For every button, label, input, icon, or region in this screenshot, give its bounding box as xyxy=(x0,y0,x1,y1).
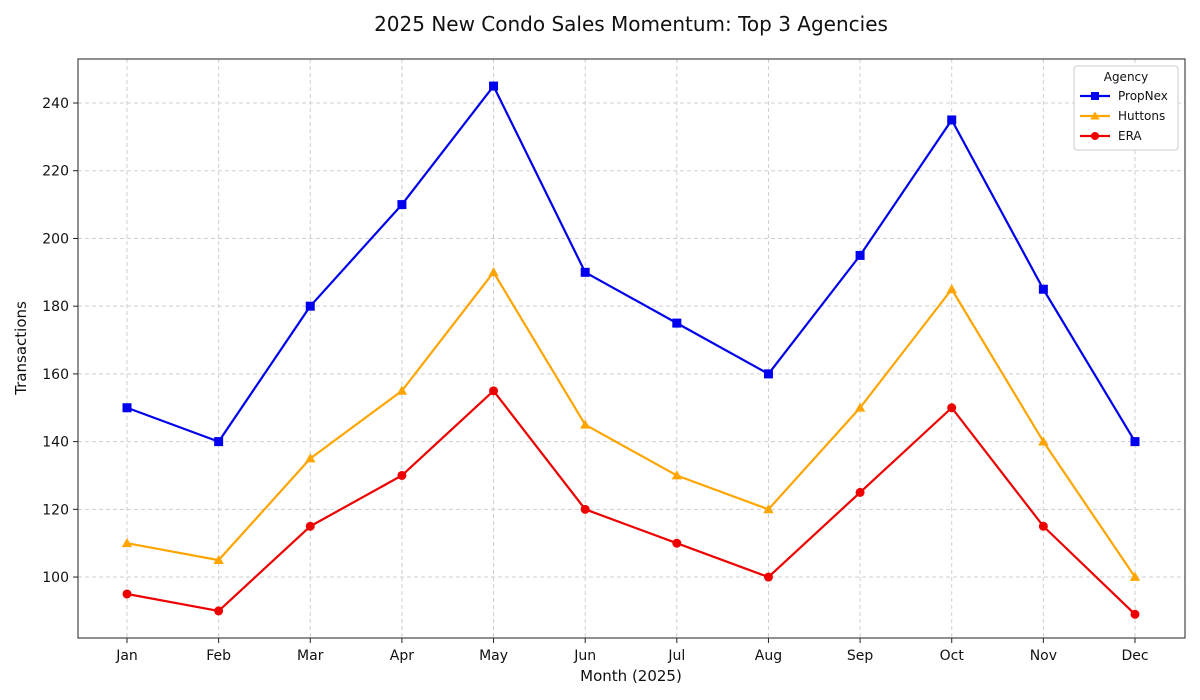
data-point-era xyxy=(855,487,865,497)
y-axis-label: Transactions xyxy=(12,301,30,396)
data-point-huttons xyxy=(213,554,224,565)
series-layer xyxy=(121,81,1141,619)
data-point-huttons xyxy=(396,385,408,395)
legend-label-propnex: PropNex xyxy=(1118,89,1168,103)
data-point-huttons xyxy=(671,470,682,480)
grid-lines xyxy=(78,59,1185,638)
data-point-era xyxy=(397,470,407,480)
data-point-huttons xyxy=(121,538,133,548)
data-point-propnex xyxy=(580,267,590,277)
data-point-propnex xyxy=(214,437,224,447)
y-tick-label: 240 xyxy=(42,96,69,112)
data-point-era xyxy=(305,521,315,531)
data-point-huttons xyxy=(580,419,591,429)
series-huttons xyxy=(121,267,1141,581)
x-tick-label: Feb xyxy=(206,648,231,664)
series-propnex xyxy=(122,81,1140,447)
legend-title: Agency xyxy=(1104,70,1149,84)
data-point-huttons xyxy=(946,284,957,294)
series-line-era xyxy=(126,389,1136,616)
data-point-propnex xyxy=(397,200,407,210)
x-tick-label: Mar xyxy=(297,648,324,664)
legend-label-huttons: Huttons xyxy=(1118,109,1165,123)
x-tick-label: Oct xyxy=(940,648,965,664)
legend-box xyxy=(1073,65,1179,151)
data-point-huttons xyxy=(854,402,866,412)
data-point-propnex xyxy=(1038,284,1048,294)
x-tick-label: Aug xyxy=(755,648,782,664)
data-point-era xyxy=(214,606,224,616)
legend-item-era: ERA xyxy=(1080,129,1142,143)
series-era xyxy=(122,386,1140,619)
series-line-propnex xyxy=(126,84,1136,443)
y-tick-label: 200 xyxy=(42,231,69,247)
y-tick-label: 100 xyxy=(42,570,69,586)
x-tick-label: Jan xyxy=(115,648,138,664)
legend-label-era: ERA xyxy=(1118,129,1142,143)
plot-frame xyxy=(77,58,1186,639)
data-point-era xyxy=(672,538,682,548)
legend-marker-huttons xyxy=(1090,111,1100,120)
legend-item-propnex: PropNex xyxy=(1080,89,1168,103)
data-point-huttons xyxy=(488,267,499,277)
data-point-propnex xyxy=(672,318,682,328)
legend: Agency PropNex Huttons ERA xyxy=(1073,65,1179,151)
series-line-huttons xyxy=(126,271,1136,578)
data-point-huttons xyxy=(1038,436,1049,446)
data-point-propnex xyxy=(489,81,499,91)
y-tick-label: 140 xyxy=(42,435,69,451)
chart-title: 2025 New Condo Sales Momentum: Top 3 Age… xyxy=(374,12,888,36)
x-tick-label: Apr xyxy=(390,648,414,664)
x-tick-label: Sep xyxy=(847,648,874,664)
x-tick-label: Nov xyxy=(1030,648,1057,664)
y-tick-label: 180 xyxy=(42,299,69,315)
x-tick-label: Jul xyxy=(667,648,685,664)
data-point-era xyxy=(947,403,957,413)
data-point-propnex xyxy=(1130,437,1140,447)
y-tick-label: 220 xyxy=(42,164,69,180)
data-point-huttons xyxy=(763,504,774,514)
data-point-propnex xyxy=(305,301,315,311)
data-point-huttons xyxy=(1129,571,1141,581)
data-point-propnex xyxy=(763,369,773,379)
data-point-era xyxy=(763,572,773,582)
data-point-era xyxy=(1130,609,1140,619)
axes: Jan Feb Mar Apr May Jun Jul Aug Sep Oct Nov Dec 100 1… xyxy=(42,58,1186,664)
data-point-era xyxy=(122,589,132,599)
data-point-huttons xyxy=(305,453,316,463)
x-tick-label: Dec xyxy=(1121,648,1148,664)
legend-marker-era xyxy=(1091,132,1099,140)
data-point-era xyxy=(1038,521,1048,531)
x-tick-label: Jun xyxy=(573,648,596,664)
x-tick-label: May xyxy=(479,648,508,664)
y-tick-label: 120 xyxy=(42,502,69,518)
data-point-era xyxy=(489,386,499,396)
x-axis-label: Month (2025) xyxy=(580,667,682,685)
data-point-propnex xyxy=(947,115,957,125)
y-tick-label: 160 xyxy=(42,367,69,383)
data-point-propnex xyxy=(122,403,132,413)
data-point-propnex xyxy=(855,250,865,260)
data-point-era xyxy=(580,504,590,514)
legend-marker-propnex xyxy=(1091,92,1099,100)
legend-item-huttons: Huttons xyxy=(1080,109,1165,123)
